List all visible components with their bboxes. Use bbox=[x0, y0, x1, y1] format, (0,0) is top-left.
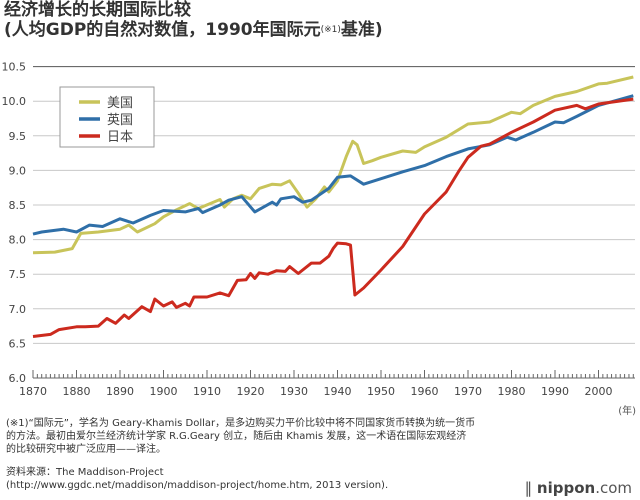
series-line-3 bbox=[32, 97, 634, 338]
legend-label: 日本 bbox=[107, 130, 133, 145]
title-line2: (人均GDP的自然对数值，1990年国际元(※1)基准) bbox=[4, 20, 383, 40]
title-line2-end: 基准) bbox=[340, 20, 383, 40]
chart-title: 经济增长的长期国际比较 (人均GDP的自然对数值，1990年国际元(※1)基准) bbox=[4, 0, 383, 40]
x-tick-label: 1950 bbox=[367, 385, 395, 398]
line-chart: 6.0 6.5 7.0 7.5 8.0 8.5 9.0 9.5 10.0 10.5 1870 1880… bbox=[2, 61, 635, 398]
x-tick-label: 1940 bbox=[324, 385, 352, 398]
x-tick-label: 1870 bbox=[19, 385, 47, 398]
nippon-logo: ‖ nippon.com bbox=[524, 479, 632, 497]
source: 资料来源：The Maddison-Project (http://www.gg… bbox=[6, 466, 388, 492]
legend-label: 英国 bbox=[107, 113, 133, 128]
y-tick-label: 9.5 bbox=[9, 130, 27, 143]
x-tick-label: 1900 bbox=[150, 385, 178, 398]
legend bbox=[59, 86, 155, 148]
source-url: (http://www.ggdc.net/maddison/maddison-p… bbox=[6, 480, 389, 491]
x-tick-label: 1920 bbox=[237, 385, 265, 398]
y-tick-label: 6.5 bbox=[9, 337, 27, 350]
y-tick-label: 7.5 bbox=[9, 268, 27, 281]
y-tick-label: 10.5 bbox=[2, 61, 27, 74]
x-tick-label: 2000 bbox=[585, 385, 613, 398]
title-footnote-ref: (※1) bbox=[320, 25, 341, 35]
title-line2-text: (人均GDP的自然对数值，1990年国际元 bbox=[4, 20, 321, 40]
legend-label: 美国 bbox=[107, 96, 133, 111]
source-line1: 资料来源：The Maddison-Project bbox=[6, 467, 164, 478]
y-tick-label: 9.0 bbox=[9, 164, 27, 177]
footnote: (※1)“国际元”，学名为 Geary-Khamis Dollar，是多边购买力… bbox=[6, 418, 476, 455]
x-tick-label: 1990 bbox=[541, 385, 569, 398]
y-tick-label: 7.0 bbox=[9, 303, 27, 316]
x-tick-label: 1890 bbox=[106, 385, 134, 398]
y-tick-label: 6.0 bbox=[9, 372, 27, 385]
x-axis-unit: (年) bbox=[618, 406, 636, 417]
series-line-2 bbox=[32, 94, 634, 236]
x-tick-label: 1980 bbox=[498, 385, 526, 398]
title-line1: 经济增长的长期国际比较 bbox=[4, 0, 191, 20]
x-tick-label: 1970 bbox=[454, 385, 482, 398]
y-tick-label: 10.0 bbox=[2, 95, 27, 108]
series-line-1 bbox=[32, 75, 634, 255]
x-tick-label: 1880 bbox=[63, 385, 91, 398]
x-tick-label: 1960 bbox=[411, 385, 439, 398]
y-tick-label: 8.5 bbox=[9, 199, 27, 212]
x-tick-label: 1910 bbox=[193, 385, 221, 398]
y-tick-label: 8.0 bbox=[9, 234, 27, 247]
x-tick-label: 1930 bbox=[280, 385, 308, 398]
